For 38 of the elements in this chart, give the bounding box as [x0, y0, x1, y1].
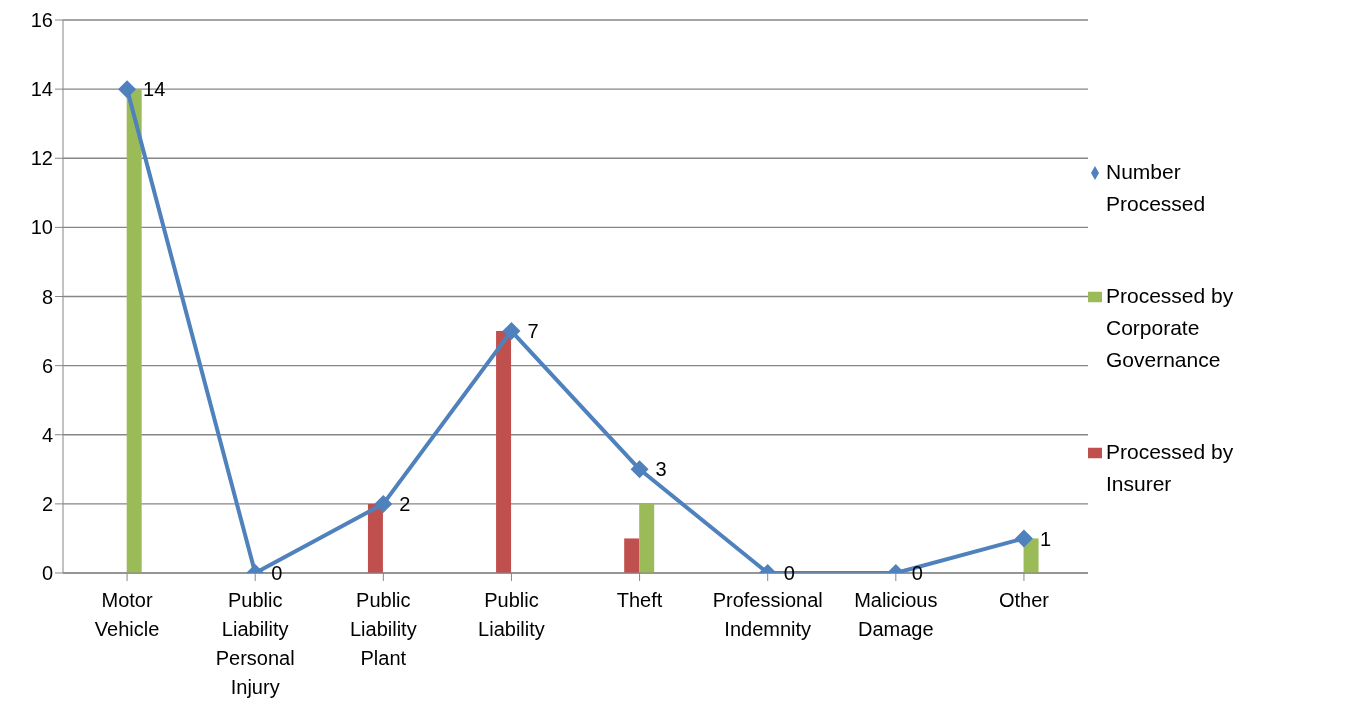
point [118, 80, 137, 99]
bar [624, 538, 640, 573]
bar [367, 503, 383, 573]
x-tick-label: Other [998, 589, 1050, 611]
x-tick-label: Public Liability [478, 589, 545, 640]
y-tick-label: 6 [41, 354, 53, 377]
data-label: 1 [1039, 527, 1052, 550]
data-label: 14 [143, 78, 166, 101]
y-tick-label: 10 [30, 216, 53, 239]
x-tick-label: Public Liability Plant [349, 589, 417, 669]
point [1014, 529, 1033, 548]
bar [126, 89, 142, 573]
y-tick-label: 4 [41, 423, 53, 446]
point [502, 322, 521, 341]
legend-label: Processed by Corporate Governance [1106, 283, 1235, 373]
data-label: 0 [911, 562, 923, 585]
data-label: 0 [271, 562, 283, 585]
legend-label: Number Processed [1106, 159, 1207, 217]
x-tick-label: Theft [616, 589, 663, 611]
point [374, 494, 393, 513]
x-tick-label: Public Liability Personal Injury [215, 589, 295, 698]
y-tick-label: 2 [41, 492, 53, 515]
data-label: 7 [527, 320, 539, 343]
y-tick-label: 0 [41, 562, 53, 585]
y-tick-label: 8 [41, 285, 53, 308]
data-label: 2 [399, 492, 411, 515]
point [630, 460, 649, 479]
x-tick-label: Motor Vehicle [94, 589, 160, 640]
bar [639, 503, 655, 573]
legend-label: Processed by Insurer [1106, 439, 1235, 497]
y-tick-label: 16 [30, 9, 53, 32]
data-label: 3 [655, 458, 667, 481]
x-tick-label: Professional Indemnity [712, 589, 823, 640]
x-tick-label: Malicious Damage [854, 589, 938, 640]
y-tick-label: 12 [30, 147, 53, 170]
bar [496, 331, 512, 573]
bar [1023, 538, 1039, 573]
y-tick-label: 14 [30, 78, 53, 101]
